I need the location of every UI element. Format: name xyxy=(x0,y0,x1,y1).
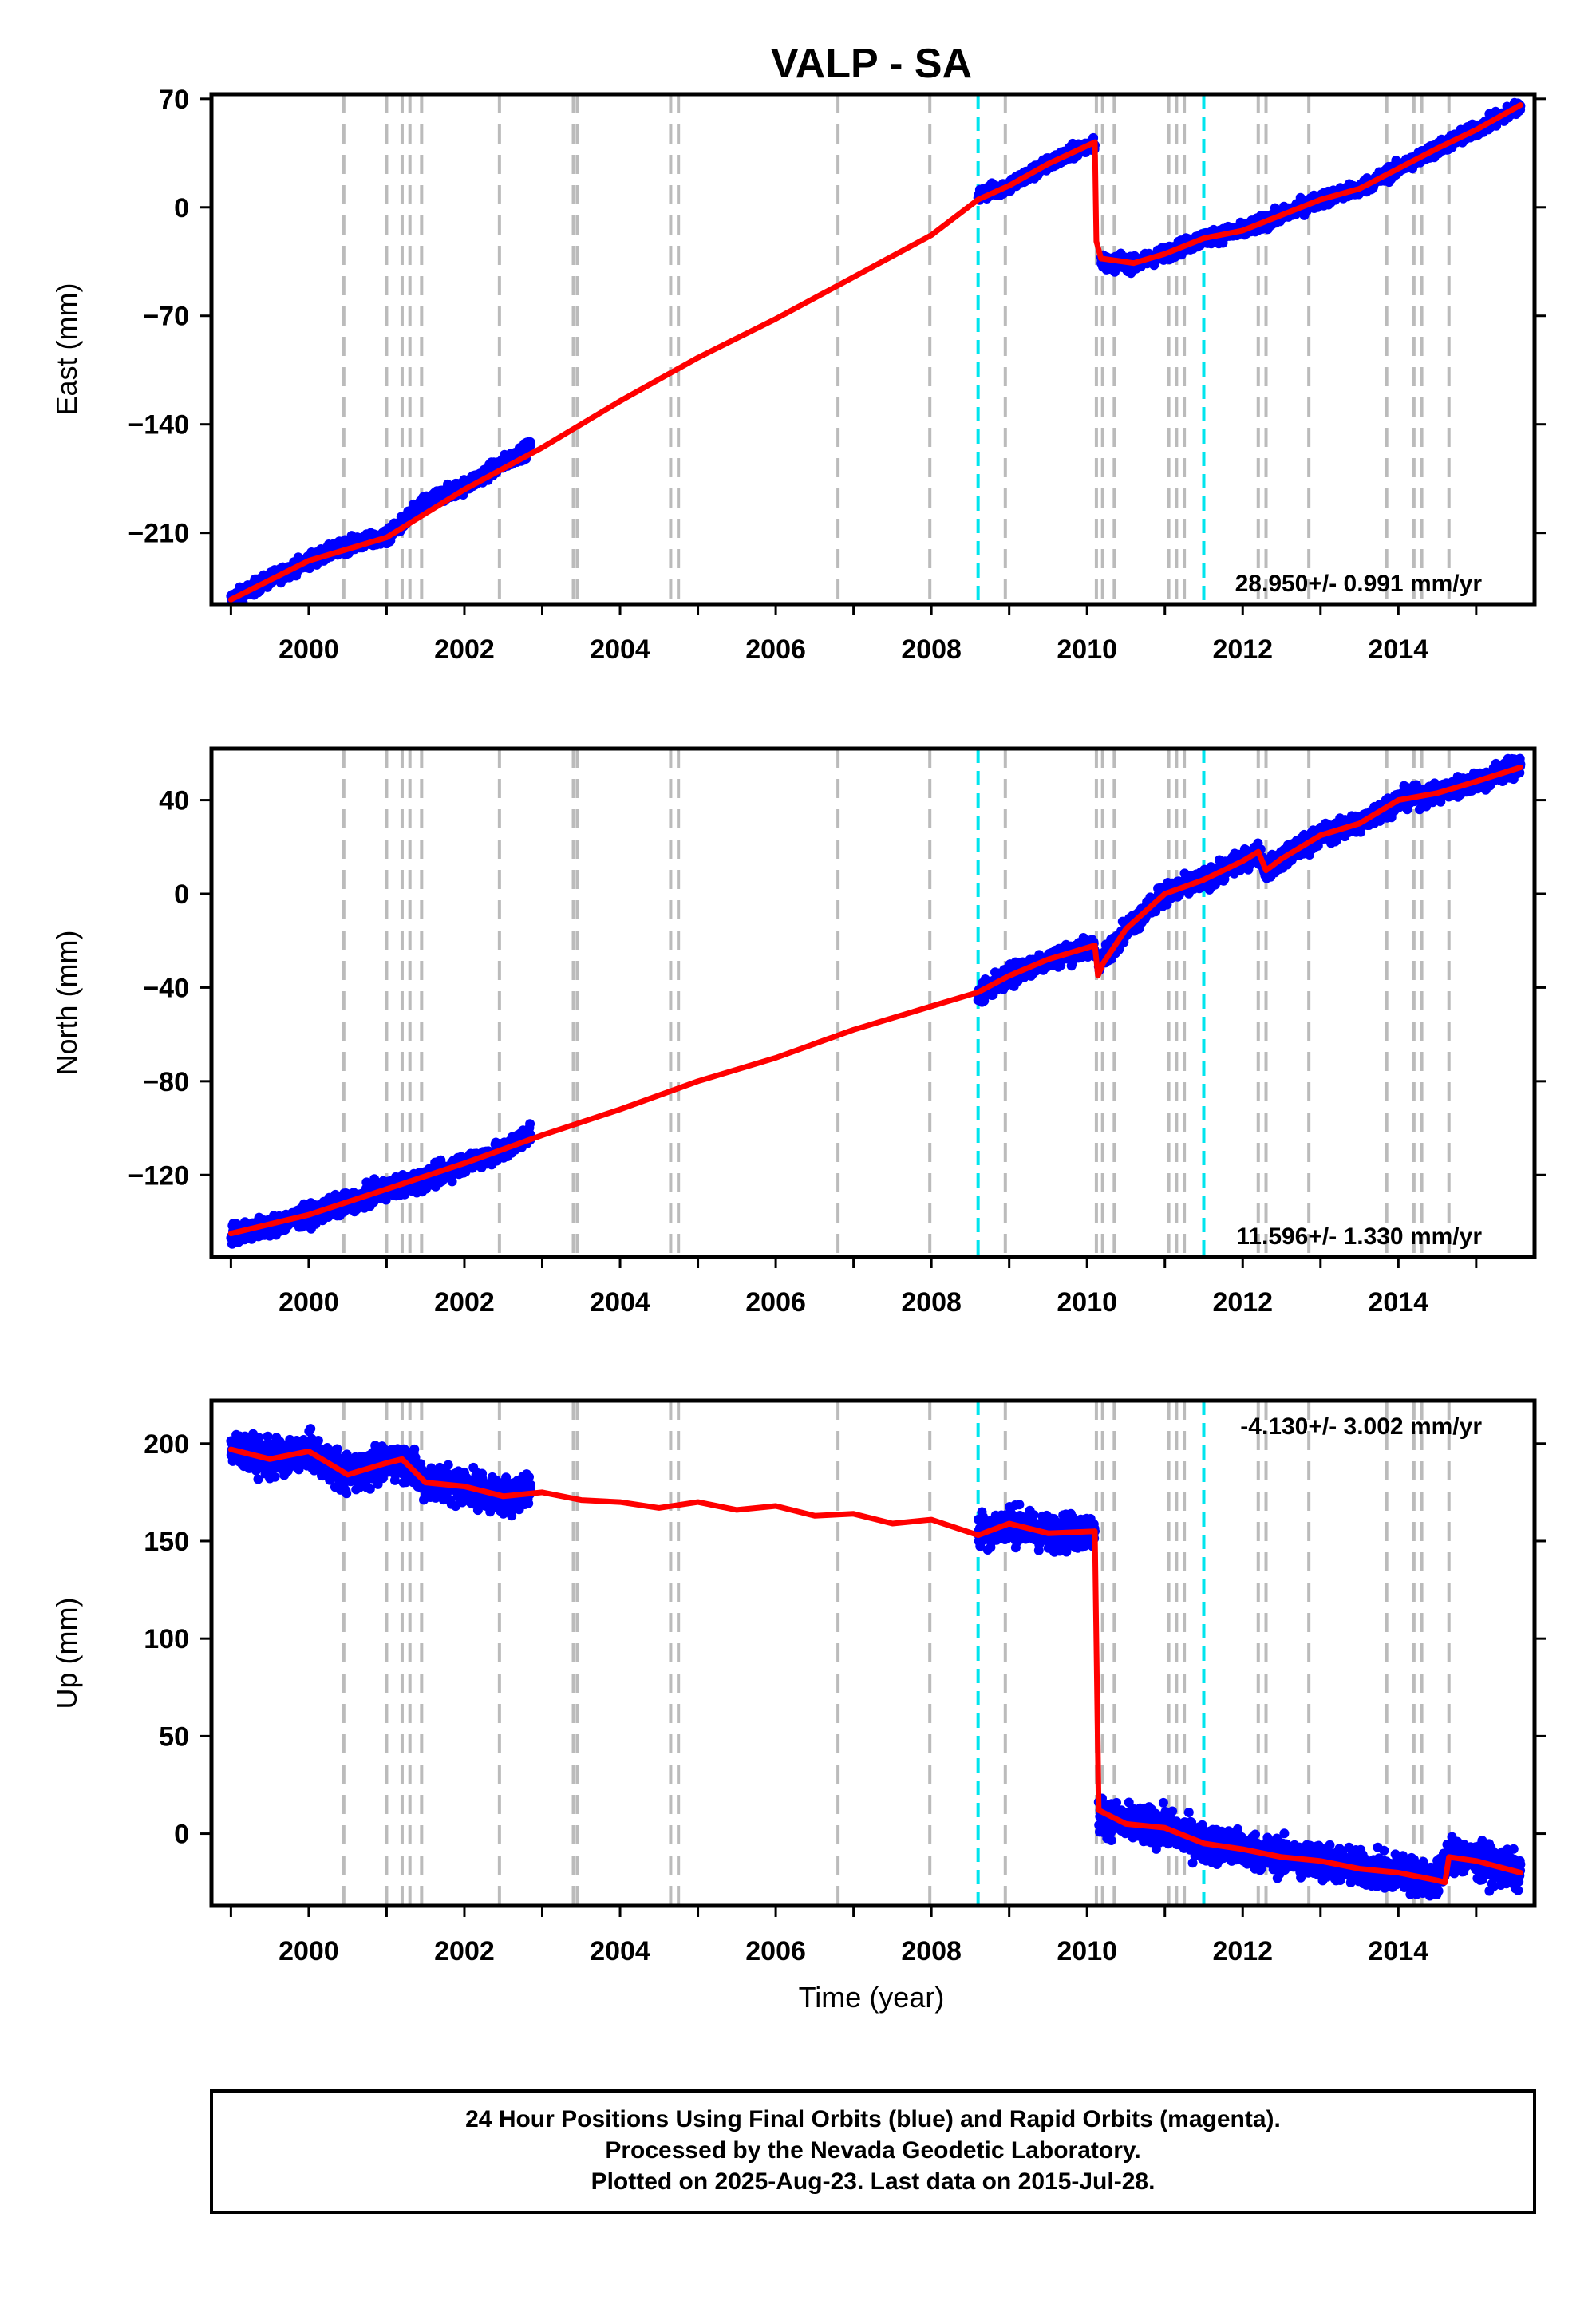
chart-title: VALP - SA xyxy=(771,41,972,87)
east-x-tick-label: 2006 xyxy=(745,634,806,665)
east-x-tick-label: 2012 xyxy=(1212,634,1273,665)
east-x-tick-label: 2000 xyxy=(279,634,339,665)
east-y-tick-label: −70 xyxy=(143,302,189,332)
east-x-tick-label: 2004 xyxy=(590,634,650,665)
east-y-axis-title: East (mm) xyxy=(50,283,83,416)
north-data-point xyxy=(448,1176,457,1186)
east-y-tick-label: −140 xyxy=(128,410,189,441)
east-model-line xyxy=(231,142,1095,599)
east-x-tick-label: 2008 xyxy=(901,634,962,665)
east-y-tick-label: 0 xyxy=(174,193,189,223)
east-x-tick-label: 2010 xyxy=(1057,634,1117,665)
east-rate-label: 28.950+/- 0.991 mm/yr xyxy=(1235,571,1483,597)
north-data-point xyxy=(525,1119,535,1128)
east-data-point xyxy=(526,441,535,450)
east-x-tick-label: 2014 xyxy=(1369,634,1429,665)
east-y-tick-label: −210 xyxy=(128,519,189,549)
panel-east: 70 0 −70 −140 −210 2000 2002 2004 2006 2008 2010 20… xyxy=(50,85,1546,665)
east-y-tick-label: 70 xyxy=(159,85,189,115)
east-x-tick-label: 2002 xyxy=(434,634,495,665)
